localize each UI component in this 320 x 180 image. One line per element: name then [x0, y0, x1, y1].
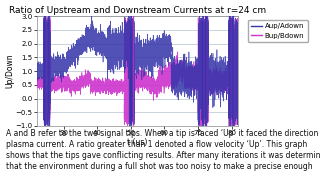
- Text: A and B refer to the two signal tips. When a tip is faced ‘Up’ it faced the dire: A and B refer to the two signal tips. Wh…: [6, 129, 320, 171]
- X-axis label: t (us): t (us): [127, 138, 148, 147]
- Legend: Aup/Adown, Bup/Bdown: Aup/Adown, Bup/Bdown: [248, 20, 308, 42]
- Title: Ratio of Upstream and Downstream Currents at r=24 cm: Ratio of Upstream and Downstream Current…: [9, 6, 266, 15]
- Y-axis label: Up/Down: Up/Down: [5, 54, 14, 88]
